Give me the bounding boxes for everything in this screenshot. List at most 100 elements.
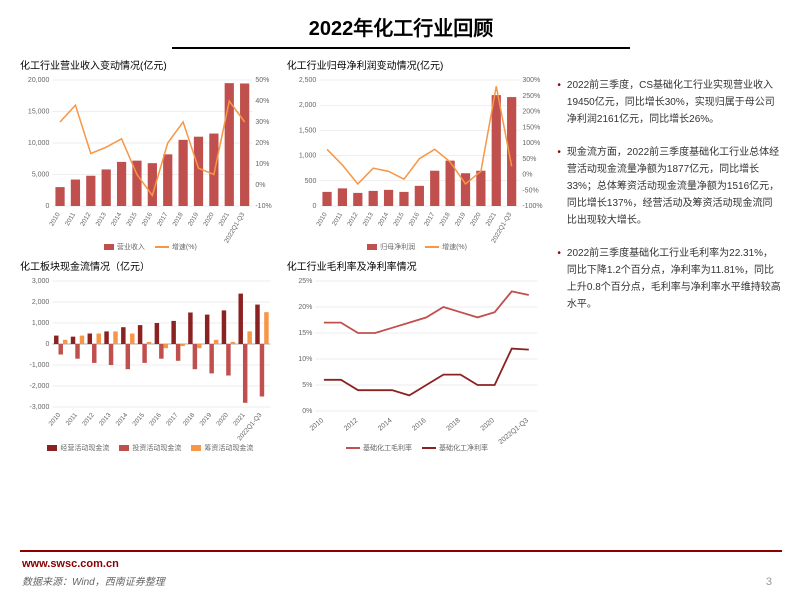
chart-cashflow-svg: -3,000-2,000-1,00001,0002,0003,000201020… bbox=[20, 275, 281, 445]
svg-text:50%: 50% bbox=[522, 156, 536, 163]
svg-text:15,000: 15,000 bbox=[28, 109, 50, 116]
footer-divider bbox=[20, 550, 782, 552]
chart-revenue-svg: 05,00010,00015,00020,000-10%0%10%20%30%4… bbox=[20, 74, 281, 244]
svg-text:2016: 2016 bbox=[148, 411, 163, 427]
svg-text:2011: 2011 bbox=[64, 211, 77, 227]
footer-source: 数据来源：Wind，西南证券整理 bbox=[22, 573, 165, 588]
svg-text:20%: 20% bbox=[255, 140, 269, 147]
svg-text:0: 0 bbox=[45, 341, 49, 348]
svg-text:2020: 2020 bbox=[469, 211, 482, 227]
footer-url: www.swsc.com.cn bbox=[22, 558, 119, 570]
bullet-3-text: 2022前三季度基础化工行业毛利率为22.31%，同比下降1.2个百分点，净利率… bbox=[567, 245, 782, 313]
svg-text:2015: 2015 bbox=[131, 411, 146, 427]
bullet-3: •2022前三季度基础化工行业毛利率为22.31%，同比下降1.2个百分点，净利… bbox=[557, 245, 782, 313]
svg-text:1,500: 1,500 bbox=[299, 127, 317, 134]
svg-text:150%: 150% bbox=[522, 124, 540, 131]
svg-text:5%: 5% bbox=[302, 382, 312, 389]
svg-text:1,000: 1,000 bbox=[32, 320, 50, 327]
svg-text:10%: 10% bbox=[255, 161, 269, 168]
svg-text:2019: 2019 bbox=[199, 411, 214, 427]
svg-text:2010: 2010 bbox=[48, 411, 63, 427]
chart-profit-svg: 05001,0001,5002,0002,500-100%-50%0%50%10… bbox=[287, 74, 548, 244]
svg-text:40%: 40% bbox=[255, 98, 269, 105]
svg-text:2016: 2016 bbox=[407, 211, 420, 227]
slide: 2022年化工行业回顾 化工行业营业收入变动情况(亿元) 0 5,000 10,00… bbox=[0, 0, 802, 602]
svg-text:20%: 20% bbox=[298, 304, 312, 311]
svg-text:2014: 2014 bbox=[377, 417, 394, 432]
svg-text:1,000: 1,000 bbox=[299, 153, 317, 160]
svg-text:-3,000: -3,000 bbox=[29, 404, 49, 411]
chart-margin: 化工行业毛利率及净利率情况 0%5%10%15%20%25%2010201220… bbox=[287, 258, 548, 453]
bullet-1: •2022前三季度，CS基础化工行业实现营业收入19450亿元，同比增长30%，… bbox=[557, 77, 782, 128]
bullet-dot-icon: • bbox=[557, 144, 561, 229]
svg-text:2016: 2016 bbox=[411, 417, 428, 432]
bullet-dot-icon: • bbox=[557, 77, 561, 128]
svg-text:2010: 2010 bbox=[48, 211, 61, 227]
chart-revenue: 化工行业营业收入变动情况(亿元) 0 5,000 10,000 15,000 20,00… bbox=[20, 57, 281, 252]
svg-text:300%: 300% bbox=[522, 77, 540, 84]
bullet-2: •现金流方面，2022前三季度基础化工行业总体经营活动现金流量净额为1877亿元… bbox=[557, 144, 782, 229]
svg-text:-10%: -10% bbox=[255, 203, 271, 210]
svg-text:2017: 2017 bbox=[423, 211, 436, 227]
svg-text:-2,000: -2,000 bbox=[29, 383, 49, 390]
bullet-dot-icon: • bbox=[557, 245, 561, 313]
svg-text:2014: 2014 bbox=[110, 211, 123, 227]
svg-text:2015: 2015 bbox=[125, 211, 138, 227]
svg-text:-50%: -50% bbox=[522, 187, 538, 194]
svg-text:0: 0 bbox=[312, 203, 316, 210]
svg-text:20,000: 20,000 bbox=[28, 77, 50, 84]
chart-margin-title: 化工行业毛利率及净利率情况 bbox=[287, 258, 548, 273]
page-number: 3 bbox=[766, 576, 772, 588]
svg-text:5,000: 5,000 bbox=[32, 172, 50, 179]
text-bullets: •2022前三季度，CS基础化工行业实现营业收入19450亿元，同比增长30%，… bbox=[557, 57, 782, 453]
bullet-2-text: 现金流方面，2022前三季度基础化工行业总体经营活动现金流量净额为1877亿元，… bbox=[567, 144, 782, 229]
svg-text:2022Q1-Q3: 2022Q1-Q3 bbox=[497, 417, 530, 445]
svg-text:2020: 2020 bbox=[202, 211, 215, 227]
chart-revenue-title: 化工行业营业收入变动情况(亿元) bbox=[20, 57, 281, 72]
svg-text:500: 500 bbox=[304, 178, 316, 185]
svg-text:2013: 2013 bbox=[95, 211, 108, 227]
svg-text:50%: 50% bbox=[255, 77, 269, 84]
svg-text:2015: 2015 bbox=[392, 211, 405, 227]
svg-text:200%: 200% bbox=[522, 109, 540, 116]
svg-text:2017: 2017 bbox=[156, 211, 169, 227]
svg-text:2013: 2013 bbox=[98, 411, 113, 427]
svg-text:-100%: -100% bbox=[522, 203, 542, 210]
chart-margin-svg: 0%5%10%15%20%25%201020122014201620182020… bbox=[287, 275, 548, 445]
svg-text:2016: 2016 bbox=[141, 211, 154, 227]
chart-cashflow: 化工板块现金流情况（亿元） -3,000 -2,000 -1,000 0 1,000 2,… bbox=[20, 258, 281, 453]
svg-text:0%: 0% bbox=[522, 172, 532, 179]
svg-text:2,000: 2,000 bbox=[299, 102, 317, 109]
svg-text:2011: 2011 bbox=[331, 211, 344, 227]
svg-text:2020: 2020 bbox=[479, 417, 496, 432]
svg-text:15%: 15% bbox=[298, 330, 312, 337]
svg-text:2014: 2014 bbox=[377, 211, 390, 227]
charts-grid: 化工行业营业收入变动情况(亿元) 0 5,000 10,000 15,000 20,00… bbox=[20, 57, 547, 453]
svg-text:2012: 2012 bbox=[343, 417, 360, 432]
svg-text:2011: 2011 bbox=[65, 411, 80, 427]
svg-text:-1,000: -1,000 bbox=[29, 362, 49, 369]
svg-text:0: 0 bbox=[45, 203, 49, 210]
svg-text:2018: 2018 bbox=[445, 417, 462, 432]
svg-text:2013: 2013 bbox=[361, 211, 374, 227]
svg-text:100%: 100% bbox=[522, 140, 540, 147]
svg-text:0%: 0% bbox=[302, 408, 312, 415]
svg-text:2020: 2020 bbox=[215, 411, 230, 427]
svg-text:3,000: 3,000 bbox=[32, 278, 50, 285]
svg-text:2,000: 2,000 bbox=[32, 299, 50, 306]
chart-profit-title: 化工行业归母净利润变动情况(亿元) bbox=[287, 57, 548, 72]
svg-text:2014: 2014 bbox=[115, 411, 130, 427]
content-area: 化工行业营业收入变动情况(亿元) 0 5,000 10,000 15,000 20,00… bbox=[20, 57, 782, 453]
svg-text:250%: 250% bbox=[522, 93, 540, 100]
svg-text:10,000: 10,000 bbox=[28, 140, 50, 147]
svg-text:2017: 2017 bbox=[165, 411, 180, 427]
svg-text:2018: 2018 bbox=[438, 211, 451, 227]
page-title: 2022年化工行业回顾 bbox=[20, 12, 782, 41]
svg-text:2018: 2018 bbox=[182, 411, 197, 427]
chart-cashflow-title: 化工板块现金流情况（亿元） bbox=[20, 258, 281, 273]
svg-text:2019: 2019 bbox=[454, 211, 467, 227]
bullet-1-text: 2022前三季度，CS基础化工行业实现营业收入19450亿元，同比增长30%，实… bbox=[567, 77, 782, 128]
svg-text:2019: 2019 bbox=[187, 211, 200, 227]
svg-text:30%: 30% bbox=[255, 119, 269, 126]
svg-text:2012: 2012 bbox=[79, 211, 92, 227]
